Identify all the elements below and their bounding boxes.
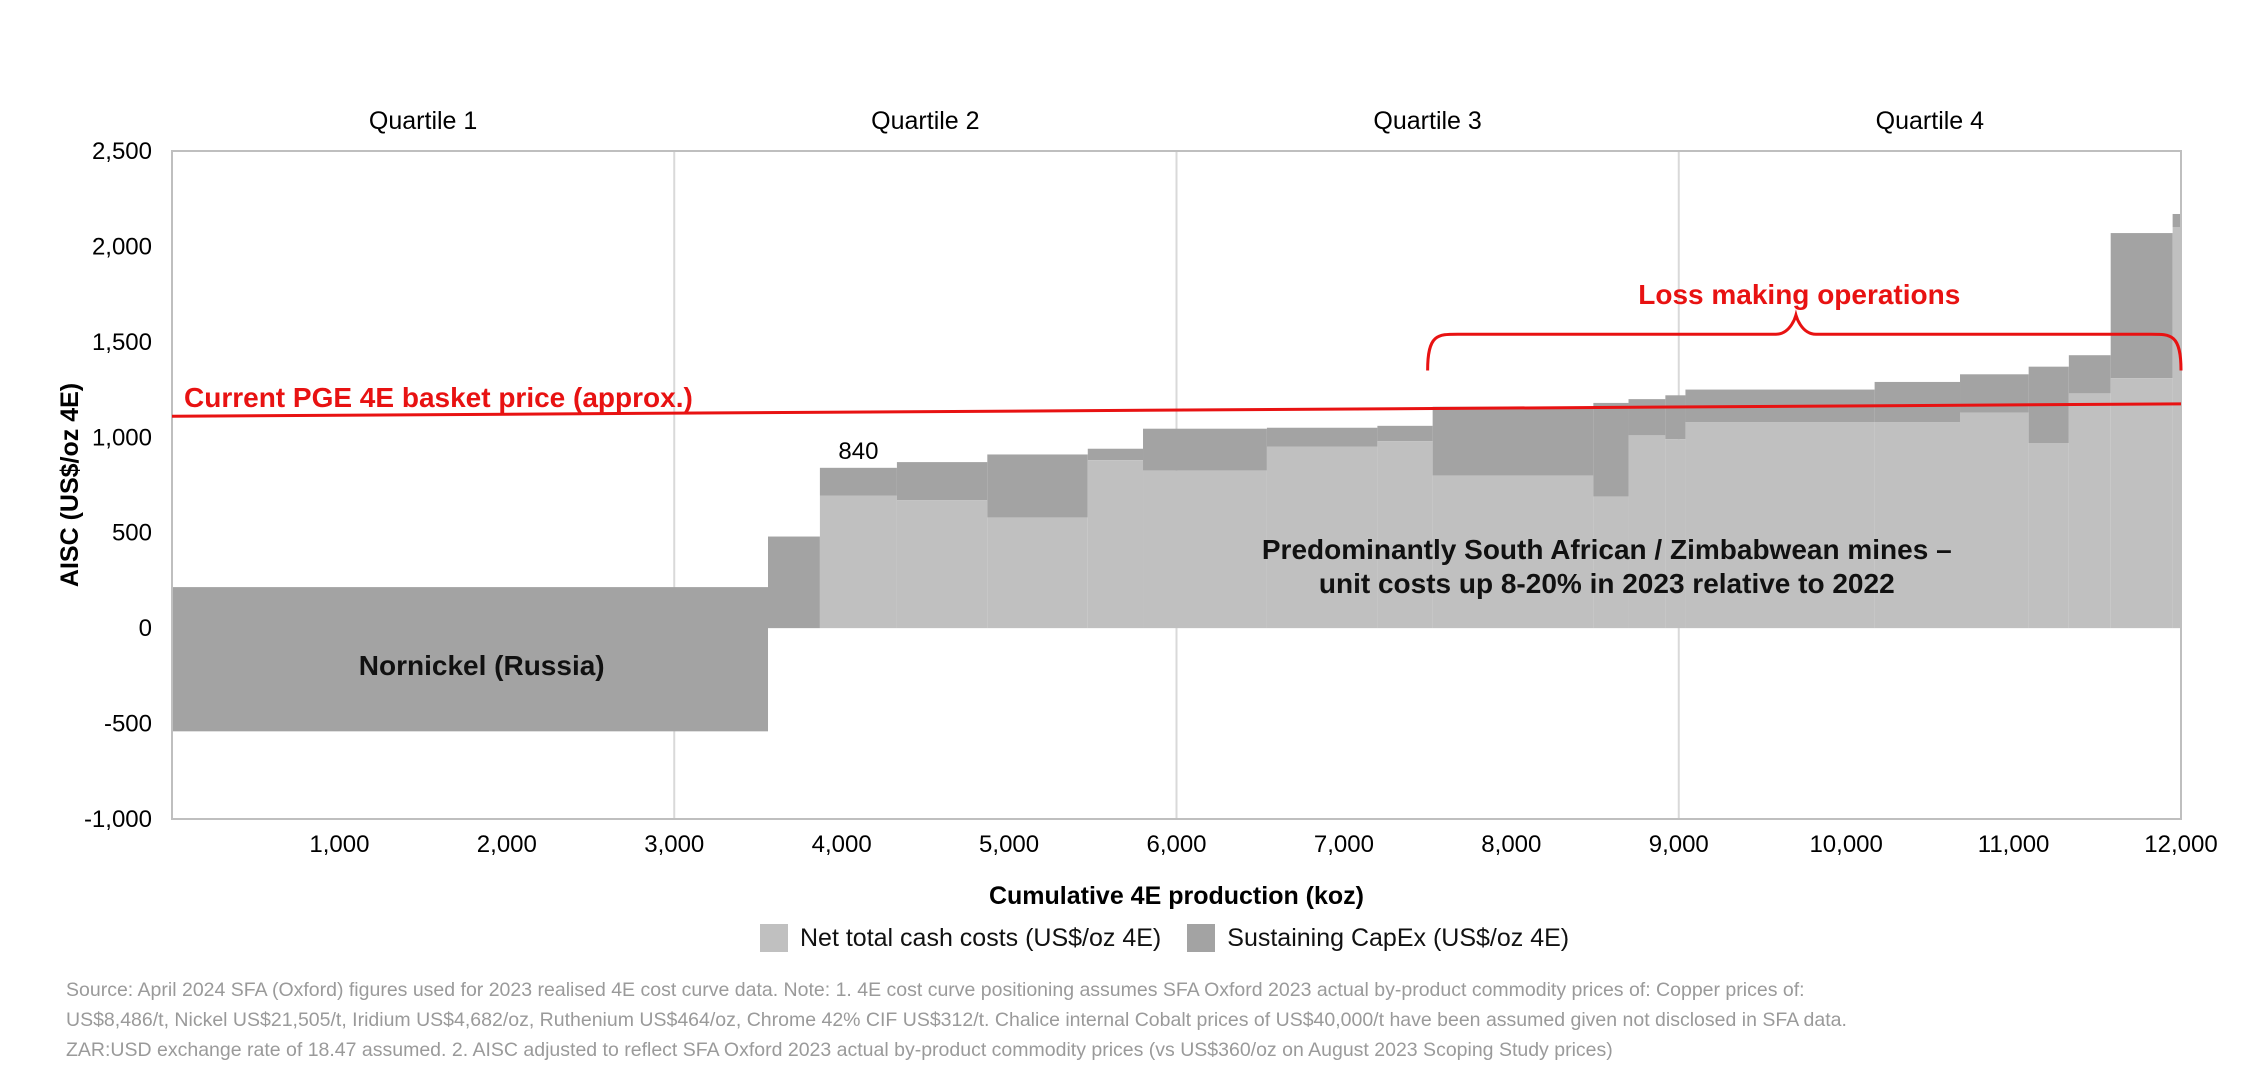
x-tick-9: 9,000 <box>1649 831 1709 858</box>
legend-item-net-cash: Net total cash costs (US$/oz 4E) <box>760 924 1161 953</box>
data-label-840: 840 <box>838 438 878 465</box>
cash-bar-6 <box>1087 460 1144 629</box>
source-line-3: ZAR:USD exchange rate of 18.47 assumed. … <box>66 1039 1613 1061</box>
cash-bar-15 <box>1874 422 1961 629</box>
plot-border <box>171 150 2182 820</box>
capex-bar-4 <box>896 462 988 501</box>
cash-bar-8 <box>1266 446 1378 629</box>
plot-frame <box>171 150 2182 820</box>
legend-swatch-capex <box>1187 924 1216 952</box>
legend: Net total cash costs (US$/oz 4E) Sustain… <box>760 920 1595 956</box>
cash-bar-12 <box>1628 435 1666 629</box>
x-tick-4: 4,000 <box>812 831 872 858</box>
cash-bar-9 <box>1377 441 1433 629</box>
x-tick-2: 2,000 <box>477 831 537 858</box>
y-tick-3: 1,500 <box>92 329 152 356</box>
sa-zim-annotation-line2: unit costs up 8-20% in 2023 relative to … <box>1319 568 1895 599</box>
x-tick-5: 5,000 <box>979 831 1039 858</box>
cash-bar-3 <box>819 495 897 629</box>
price-line-group <box>171 402 2182 418</box>
legend-label-net-cash: Net total cash costs (US$/oz 4E) <box>800 923 1162 952</box>
y-axis-ticks: 2,500 2,000 1,500 1,000 500 0 -500 -1,000 <box>84 138 152 833</box>
cash-bar-4 <box>896 500 988 629</box>
capex-bar-19 <box>2110 233 2173 379</box>
y-tick-7: -500 <box>104 711 152 738</box>
capex-bar-13 <box>1665 395 1686 440</box>
cash-bar-1 <box>172 628 769 732</box>
cash-bar-11 <box>1593 496 1629 629</box>
loss-making-label: Loss making operations <box>1638 279 1960 310</box>
price-line <box>171 402 2182 418</box>
cash-bar-20 <box>2172 227 2181 629</box>
y-tick-5: 500 <box>112 520 152 547</box>
capex-bar-11 <box>1593 402 1629 497</box>
cash-bar-16 <box>1960 412 2029 629</box>
source-note: Source: April 2024 SFA (Oxford) figures … <box>66 975 2176 1065</box>
capex-bar-8 <box>1266 427 1378 447</box>
capex-bar-9 <box>1377 425 1433 442</box>
x-tick-12: 12,000 <box>2144 831 2217 858</box>
x-tick-3: 3,000 <box>644 831 704 858</box>
y-tick-1: 2,500 <box>92 138 152 165</box>
capex-bar-12 <box>1628 399 1666 436</box>
capex-bar-18 <box>2068 355 2111 394</box>
x-axis-label: Cumulative 4E production (koz) <box>989 882 1364 910</box>
y-tick-8: -1,000 <box>84 806 152 833</box>
y-axis-label: AISC (US$/oz 4E) <box>56 383 84 587</box>
quartile-label-1: Quartile 1 <box>369 107 477 135</box>
capex-bar-15 <box>1874 381 1961 423</box>
nornickel-label: Nornickel (Russia) <box>359 650 605 681</box>
x-tick-7: 7,000 <box>1314 831 1374 858</box>
capex-bar-5 <box>987 454 1088 518</box>
y-tick-6: 0 <box>139 615 152 642</box>
capex-bar-6 <box>1087 448 1144 461</box>
price-line-label: Current PGE 4E basket price (approx.) <box>184 382 693 413</box>
cash-bar-10 <box>1432 475 1594 629</box>
cash-bar-14 <box>1685 422 1875 629</box>
quartile-labels: Quartile 1 Quartile 2 Quartile 3 Quartile 4 <box>369 107 1984 135</box>
cost-curve-chart: 2,500 2,000 1,500 1,000 500 0 -500 -1,000 1,000… <box>56 107 2218 910</box>
cash-bar-19 <box>2110 378 2173 629</box>
legend-label-capex: Sustaining CapEx (US$/oz 4E) <box>1227 923 1570 952</box>
capex-bar-7 <box>1143 428 1267 471</box>
x-tick-6: 6,000 <box>1146 831 1206 858</box>
cash-bar-7 <box>1143 470 1267 629</box>
cash-bar-17 <box>2028 443 2069 629</box>
operation-bars <box>172 213 2181 732</box>
capex-bar-3 <box>819 467 897 496</box>
quartile-label-2: Quartile 2 <box>871 107 979 135</box>
capex-bar-20 <box>2172 213 2181 228</box>
cash-bar-13 <box>1665 439 1686 629</box>
legend-item-capex: Sustaining CapEx (US$/oz 4E) <box>1187 924 1569 953</box>
x-tick-8: 8,000 <box>1481 831 1541 858</box>
source-line-2: US$8,486/t, Nickel US$21,505/t, Iridium … <box>66 1009 1847 1031</box>
x-axis-ticks: 1,000 2,000 3,000 4,000 5,000 6,000 7,000 8,000… <box>309 831 2217 858</box>
loss-making-bracket <box>1426 309 2183 371</box>
capex-bar-16 <box>1960 374 2029 413</box>
source-line-1: Source: April 2024 SFA (Oxford) figures … <box>66 979 1805 1001</box>
y-tick-4: 1,000 <box>92 424 152 451</box>
x-tick-1: 1,000 <box>309 831 369 858</box>
x-tick-10: 10,000 <box>1809 831 1882 858</box>
x-tick-11: 11,000 <box>1978 831 2050 858</box>
cash-bar-18 <box>2068 393 2111 629</box>
quartile-label-4: Quartile 4 <box>1876 107 1984 135</box>
y-tick-2: 2,000 <box>92 233 152 260</box>
capex-bar-10 <box>1432 406 1594 476</box>
legend-swatch-net-cash <box>760 924 788 952</box>
cash-bar-5 <box>987 517 1088 629</box>
loss-bracket-group <box>1426 309 2183 371</box>
sa-zim-annotation-line1: Predominantly South African / Zimbabwean… <box>1262 534 1952 565</box>
quartile-label-3: Quartile 3 <box>1373 107 1481 135</box>
capex-bar-2 <box>768 536 820 629</box>
